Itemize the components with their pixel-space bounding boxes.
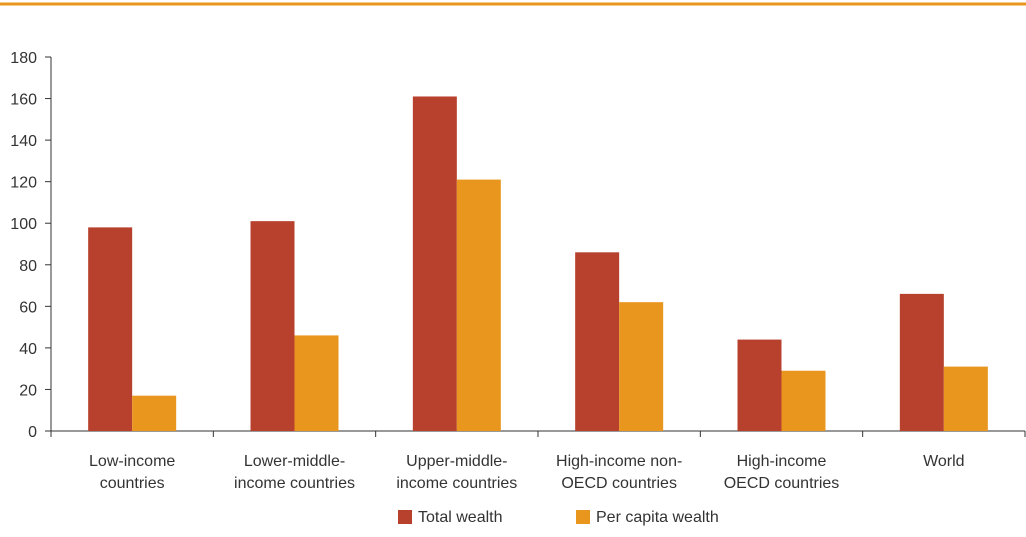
category-label: Lower-middle-income countries [234,453,355,492]
bar-total-wealth [250,221,295,431]
legend-label: Per capita wealth [596,509,719,526]
bar-total-wealth [899,293,944,431]
legend: Total wealth Per capita wealth [398,509,719,526]
legend-swatch [398,510,412,524]
category-label: High-income non-OECD countries [556,453,682,492]
legend-swatch [576,510,590,524]
y-axis: 0 20 40 60 80 100 120 140 160 180 [10,50,52,441]
bar-total-wealth [412,96,457,431]
bar-total-wealth [575,252,620,431]
y-tick-label: 80 [19,258,37,275]
bar-per-capita-wealth [456,179,501,431]
bar-per-capita-wealth [781,370,826,431]
y-tick-label: 20 [19,382,37,399]
x-axis [50,430,1026,437]
category-label: Low-income countries [89,453,175,492]
bar-total-wealth [737,339,782,431]
category-label: World [923,453,965,470]
category-labels: Low-income countries Lower-middle-income c… [89,453,965,492]
bars [88,96,988,431]
bar-per-capita-wealth [132,395,177,431]
bar-total-wealth [88,227,133,431]
y-tick-label: 180 [10,50,37,67]
category-label: Upper-middle-income countries [396,453,517,492]
legend-label: Total wealth [418,509,503,526]
y-tick-label: 120 [10,175,37,192]
y-tick-label: 60 [19,299,37,316]
category-label: High-income OECD countries [724,453,840,492]
y-tick-label: 40 [19,341,37,358]
y-tick-label: 140 [10,133,37,150]
bar-per-capita-wealth [294,335,339,431]
y-tick-label: 0 [28,424,37,441]
y-tick-label: 160 [10,92,37,109]
bar-per-capita-wealth [619,302,664,431]
y-tick-label: 100 [10,216,37,233]
bar-per-capita-wealth [943,366,988,431]
